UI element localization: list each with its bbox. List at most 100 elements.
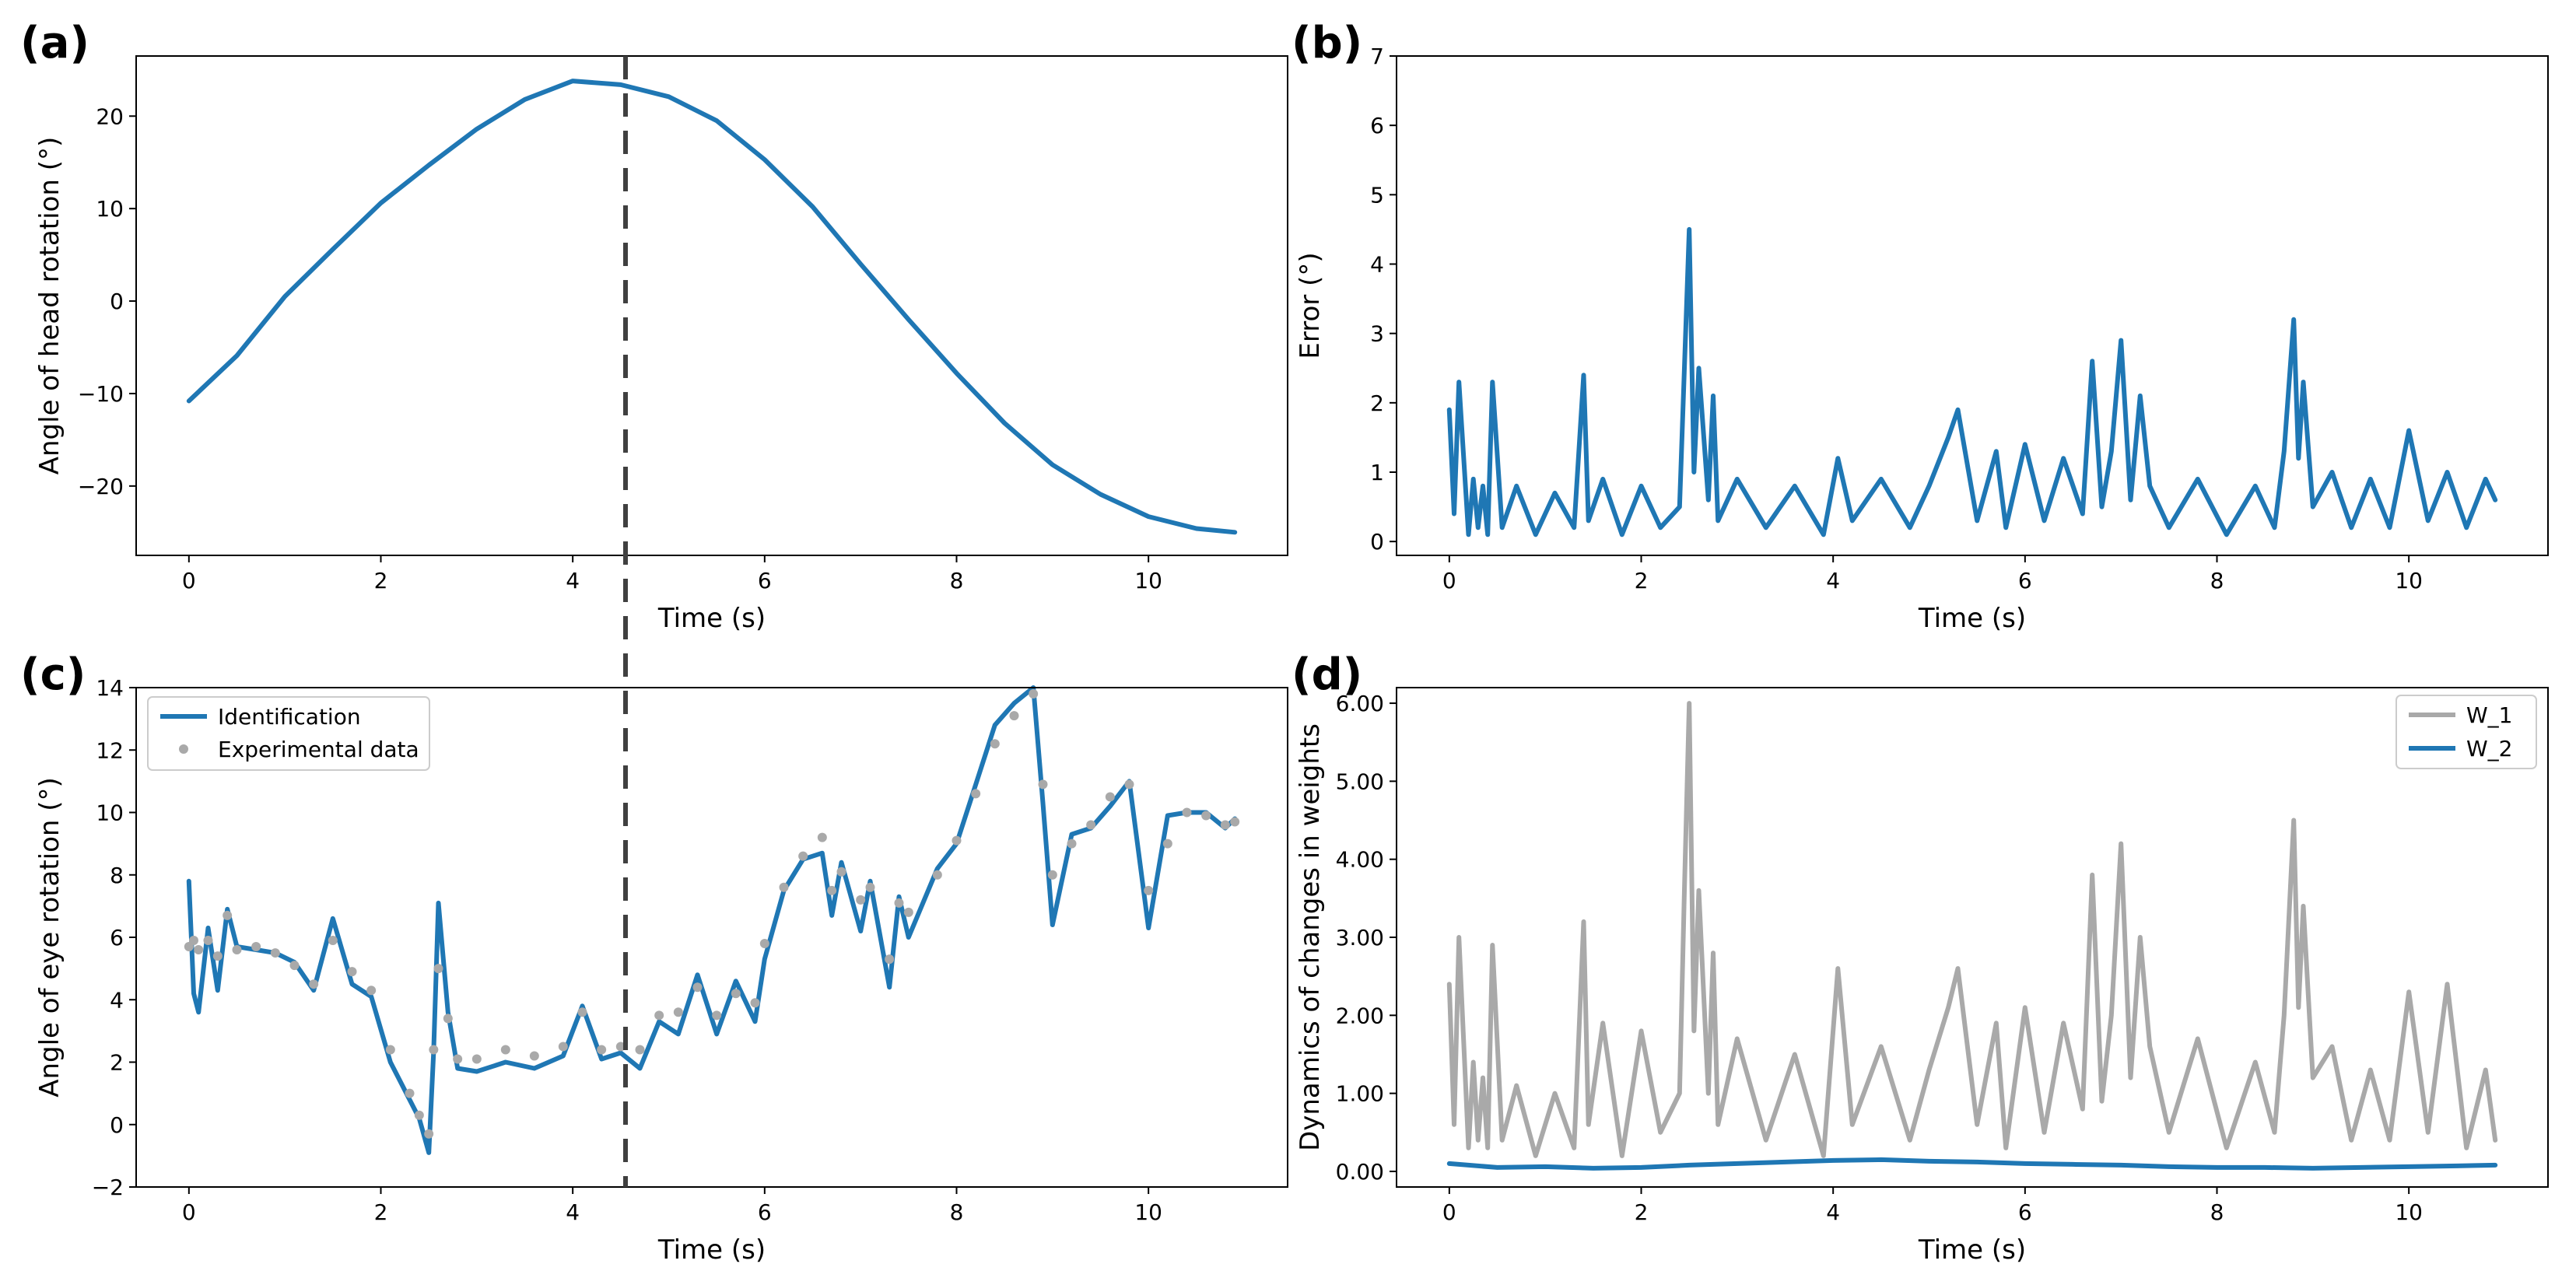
x-tick-label-c: 10	[1134, 1199, 1162, 1225]
experimental-data-point	[817, 832, 827, 842]
y-axis-label-a: Angle of head rotation (°)	[34, 137, 65, 475]
x-tick-label-b: 6	[2018, 568, 2032, 593]
experimental-data-point	[673, 1007, 683, 1017]
experimental-data-point	[1047, 870, 1057, 880]
x-tick-label-b: 2	[1635, 568, 1649, 593]
axes-frame-b	[1396, 55, 2549, 556]
panel-b: (b) 0 2 4 6 8 10 0 1 2 3 4 5 6 7 Time (s) Error (°)	[1292, 18, 2549, 634]
experimental-data-point	[529, 1051, 539, 1061]
y-tick-label-c: 12	[96, 737, 124, 763]
panel-label-b: (b)	[1292, 18, 1362, 68]
experimental-data-point	[1038, 779, 1048, 790]
experimental-data-point	[203, 936, 213, 946]
experimental-data-point	[1124, 779, 1134, 790]
y-tick-label-b: 1	[1370, 460, 1384, 485]
series-line-w-1-d	[1446, 701, 2498, 1158]
x-tick-label-a: 10	[1134, 568, 1162, 593]
x-tick-label-d: 2	[1635, 1199, 1649, 1225]
y-tick-label-b: 5	[1370, 182, 1384, 208]
y-tick-label-b: 0	[1370, 529, 1384, 555]
experimental-data-point	[309, 979, 319, 989]
x-ticks-c: 0 2 4 6 8 10	[182, 1187, 1162, 1225]
y-ticks-b: 0 1 2 3 4 5 6 7	[1370, 44, 1397, 555]
y-tick-label-a: −10	[78, 381, 124, 407]
series-line-identification-c	[186, 685, 1238, 1155]
x-tick-label-d: 8	[2210, 1199, 2224, 1225]
experimental-data-point	[1220, 820, 1230, 830]
y-tick-label-b: 6	[1370, 113, 1384, 138]
x-tick-label-b: 0	[1442, 568, 1456, 593]
experimental-data-point	[712, 1010, 722, 1021]
experimental-data-point	[289, 961, 300, 971]
experimental-data-point	[232, 945, 242, 955]
y-tick-label-a: 10	[96, 196, 124, 222]
experimental-data-point	[952, 835, 962, 846]
experimental-data-point	[1067, 839, 1077, 849]
experimental-data-point	[251, 942, 261, 952]
plot-area-b	[1446, 226, 2498, 537]
x-ticks-a: 0 2 4 6 8 10	[182, 555, 1162, 593]
experimental-data-point	[414, 1110, 424, 1120]
x-tick-label-a: 8	[950, 568, 964, 593]
experimental-data-point	[500, 1045, 510, 1055]
x-tick-label-d: 10	[2395, 1199, 2423, 1225]
x-ticks-b: 0 2 4 6 8 10	[1442, 555, 2423, 593]
y-tick-label-b: 7	[1370, 44, 1384, 69]
y-tick-label-c: 0	[110, 1112, 124, 1138]
experimental-data-point	[424, 1129, 434, 1139]
experimental-data-point	[1009, 711, 1019, 721]
y-tick-label-a: 0	[110, 289, 124, 314]
experimental-data-point	[759, 939, 769, 949]
legend-label-w1: W_1	[2466, 702, 2513, 728]
y-axis-label-c: Angle of eye rotation (°)	[34, 777, 65, 1098]
experimental-data-point	[189, 936, 198, 946]
y-tick-label-d: 6.00	[1336, 691, 1384, 716]
experimental-data-point	[433, 964, 443, 974]
experimental-data-point	[1230, 817, 1240, 827]
experimental-data-point	[798, 851, 808, 861]
x-tick-label-a: 0	[182, 568, 196, 593]
experimental-data-point	[1201, 811, 1211, 821]
y-tick-label-a: 20	[96, 103, 124, 129]
y-tick-label-a: −20	[78, 474, 124, 499]
y-tick-label-b: 4	[1370, 252, 1384, 278]
y-tick-label-d: 1.00	[1336, 1081, 1384, 1107]
panel-d: (d) 0 2 4 6 8 10 0.00 1.00 2.00 3.00 4.00 5.00 6.00…	[1292, 650, 2549, 1266]
experimental-data-point	[654, 1010, 664, 1021]
x-axis-label-c: Time (s)	[657, 1234, 766, 1266]
x-axis-label-d: Time (s)	[1918, 1234, 2026, 1266]
plot-area-c	[184, 685, 1240, 1155]
x-tick-label-d: 6	[2018, 1199, 2032, 1225]
plot-area-d	[1446, 701, 2498, 1171]
y-tick-label-c: 4	[110, 987, 124, 1013]
experimental-data-point	[347, 967, 357, 977]
experimental-data-point	[453, 1054, 463, 1064]
experimental-data-point	[429, 1045, 439, 1055]
x-tick-label-b: 8	[2210, 568, 2224, 593]
experimental-data-point	[223, 910, 233, 920]
experimental-data-point	[1029, 689, 1039, 699]
x-tick-label-c: 6	[758, 1199, 772, 1225]
experimental-data-point	[328, 936, 338, 946]
experimental-data-point	[1162, 839, 1172, 849]
legend-d: W_1 W_2	[2396, 695, 2537, 769]
y-tick-label-c: −2	[92, 1175, 124, 1200]
series-line-angle-of-head-rotation-a	[186, 79, 1238, 535]
y-tick-label-d: 0.00	[1336, 1159, 1384, 1185]
legend-label-identification: Identification	[218, 704, 361, 730]
plot-area-a	[186, 79, 1238, 535]
x-tick-label-c: 8	[950, 1199, 964, 1225]
experimental-data-point	[194, 945, 204, 955]
series-line-w-2-d	[1446, 1157, 2498, 1171]
y-tick-label-b: 3	[1370, 321, 1384, 347]
experimental-data-point	[779, 882, 789, 892]
experimental-data-point	[270, 948, 280, 958]
y-tick-label-c: 14	[96, 675, 124, 701]
experimental-data-point	[577, 1007, 587, 1017]
panel-c: (c) 0 2 4 6 8 10 −2 0 2 4 6 8 10 12 14 Time (s) Angle…	[20, 650, 1288, 1266]
y-ticks-d: 0.00 1.00 2.00 3.00 4.00 5.00 6.00	[1336, 691, 1397, 1185]
experimental-data-point	[750, 998, 760, 1008]
x-ticks-d: 0 2 4 6 8 10	[1442, 1187, 2423, 1225]
series-line-error-b	[1446, 226, 2498, 537]
experimental-data-point	[558, 1042, 568, 1052]
